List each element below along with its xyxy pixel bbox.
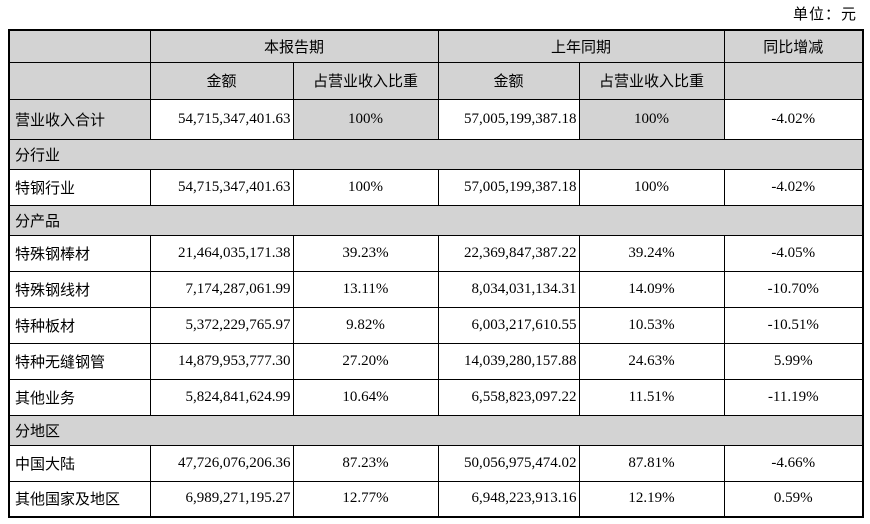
header-prior-amount: 金额	[437, 61, 580, 100]
revenue-breakdown-table: 本报告期 上年同期 同比增减 金额 占营业收入比重 金额 占营业收入比重 营业收…	[8, 29, 865, 518]
current-amount-cell: 54,715,347,401.63	[149, 168, 294, 206]
row-label: 其他业务	[8, 378, 151, 416]
table-row: 特种板材 5,372,229,765.97 9.82% 6,003,217,61…	[8, 306, 864, 344]
section-header-row: 分地区	[8, 414, 864, 446]
row-label: 特殊钢棒材	[8, 234, 151, 272]
header-current-proportion: 占营业收入比重	[292, 61, 439, 100]
header-current-amount: 金额	[149, 61, 294, 100]
section-label: 分产品	[8, 204, 864, 236]
current-amount-cell: 54,715,347,401.63	[149, 98, 294, 140]
current-proportion-cell: 12.77%	[292, 480, 439, 518]
prior-proportion-cell: 100%	[578, 98, 725, 140]
prior-amount-cell: 57,005,199,387.18	[437, 168, 580, 206]
section-label: 分地区	[8, 414, 864, 446]
yoy-change-cell: 5.99%	[723, 342, 864, 380]
prior-proportion-cell: 10.53%	[578, 306, 725, 344]
prior-proportion-cell: 39.24%	[578, 234, 725, 272]
current-amount-cell: 14,879,953,777.30	[149, 342, 294, 380]
current-proportion-cell: 27.20%	[292, 342, 439, 380]
yoy-change-cell: -4.66%	[723, 444, 864, 482]
current-proportion-cell: 100%	[292, 168, 439, 206]
current-amount-cell: 5,824,841,624.99	[149, 378, 294, 416]
prior-proportion-cell: 87.81%	[578, 444, 725, 482]
prior-amount-cell: 50,056,975,474.02	[437, 444, 580, 482]
table-row: 营业收入合计 54,715,347,401.63 100% 57,005,199…	[8, 98, 864, 140]
yoy-change-cell: 0.59%	[723, 480, 864, 518]
prior-amount-cell: 8,034,031,134.31	[437, 270, 580, 308]
unit-label: 单位：元	[792, 7, 857, 23]
current-proportion-cell: 13.11%	[292, 270, 439, 308]
header-prior-period: 上年同期	[437, 29, 725, 63]
prior-amount-cell: 6,948,223,913.16	[437, 480, 580, 518]
row-label: 特种无缝钢管	[8, 342, 151, 380]
table-row: 中国大陆 47,726,076,206.36 87.23% 50,056,975…	[8, 444, 864, 482]
prior-proportion-cell: 24.63%	[578, 342, 725, 380]
current-amount-cell: 6,989,271,195.27	[149, 480, 294, 518]
revenue-table-body: 营业收入合计 54,715,347,401.63 100% 57,005,199…	[8, 98, 864, 518]
current-proportion-cell: 100%	[292, 98, 439, 140]
current-proportion-cell: 9.82%	[292, 306, 439, 344]
current-amount-cell: 47,726,076,206.36	[149, 444, 294, 482]
header-empty-yoy	[723, 61, 864, 100]
current-amount-cell: 5,372,229,765.97	[149, 306, 294, 344]
row-label: 特殊钢线材	[8, 270, 151, 308]
yoy-change-cell: -10.51%	[723, 306, 864, 344]
prior-proportion-cell: 14.09%	[578, 270, 725, 308]
prior-proportion-cell: 12.19%	[578, 480, 725, 518]
table-row: 其他业务 5,824,841,624.99 10.64% 6,558,823,0…	[8, 378, 864, 416]
table-row: 特钢行业 54,715,347,401.63 100% 57,005,199,3…	[8, 168, 864, 206]
yoy-change-cell: -4.02%	[723, 168, 864, 206]
table-row: 特殊钢棒材 21,464,035,171.38 39.23% 22,369,84…	[8, 234, 864, 272]
header-current-period: 本报告期	[149, 29, 439, 63]
header-row-measures: 金额 占营业收入比重 金额 占营业收入比重	[8, 61, 864, 100]
table-row: 其他国家及地区 6,989,271,195.27 12.77% 6,948,22…	[8, 480, 864, 518]
current-amount-cell: 7,174,287,061.99	[149, 270, 294, 308]
prior-amount-cell: 6,003,217,610.55	[437, 306, 580, 344]
prior-amount-cell: 14,039,280,157.88	[437, 342, 580, 380]
header-yoy-change: 同比增减	[723, 29, 864, 63]
yoy-change-cell: -4.05%	[723, 234, 864, 272]
current-proportion-cell: 39.23%	[292, 234, 439, 272]
row-label: 特种板材	[8, 306, 151, 344]
header-empty-left	[8, 61, 151, 100]
table-row: 特殊钢线材 7,174,287,061.99 13.11% 8,034,031,…	[8, 270, 864, 308]
row-label: 中国大陆	[8, 444, 151, 482]
section-label: 分行业	[8, 138, 864, 170]
header-prior-proportion: 占营业收入比重	[578, 61, 725, 100]
current-amount-cell: 21,464,035,171.38	[149, 234, 294, 272]
current-proportion-cell: 87.23%	[292, 444, 439, 482]
section-header-row: 分行业	[8, 138, 864, 170]
row-label: 营业收入合计	[8, 98, 151, 140]
prior-amount-cell: 6,558,823,097.22	[437, 378, 580, 416]
table-row: 特种无缝钢管 14,879,953,777.30 27.20% 14,039,2…	[8, 342, 864, 380]
header-empty-topleft	[8, 29, 151, 63]
current-proportion-cell: 10.64%	[292, 378, 439, 416]
yoy-change-cell: -4.02%	[723, 98, 864, 140]
row-label: 特钢行业	[8, 168, 151, 206]
prior-amount-cell: 57,005,199,387.18	[437, 98, 580, 140]
yoy-change-cell: -10.70%	[723, 270, 864, 308]
prior-amount-cell: 22,369,847,387.22	[437, 234, 580, 272]
table-header: 本报告期 上年同期 同比增减 金额 占营业收入比重 金额 占营业收入比重	[8, 29, 864, 100]
row-label: 其他国家及地区	[8, 480, 151, 518]
section-header-row: 分产品	[8, 204, 864, 236]
yoy-change-cell: -11.19%	[723, 378, 864, 416]
prior-proportion-cell: 11.51%	[578, 378, 725, 416]
prior-proportion-cell: 100%	[578, 168, 725, 206]
header-row-period: 本报告期 上年同期 同比增减	[8, 29, 864, 63]
